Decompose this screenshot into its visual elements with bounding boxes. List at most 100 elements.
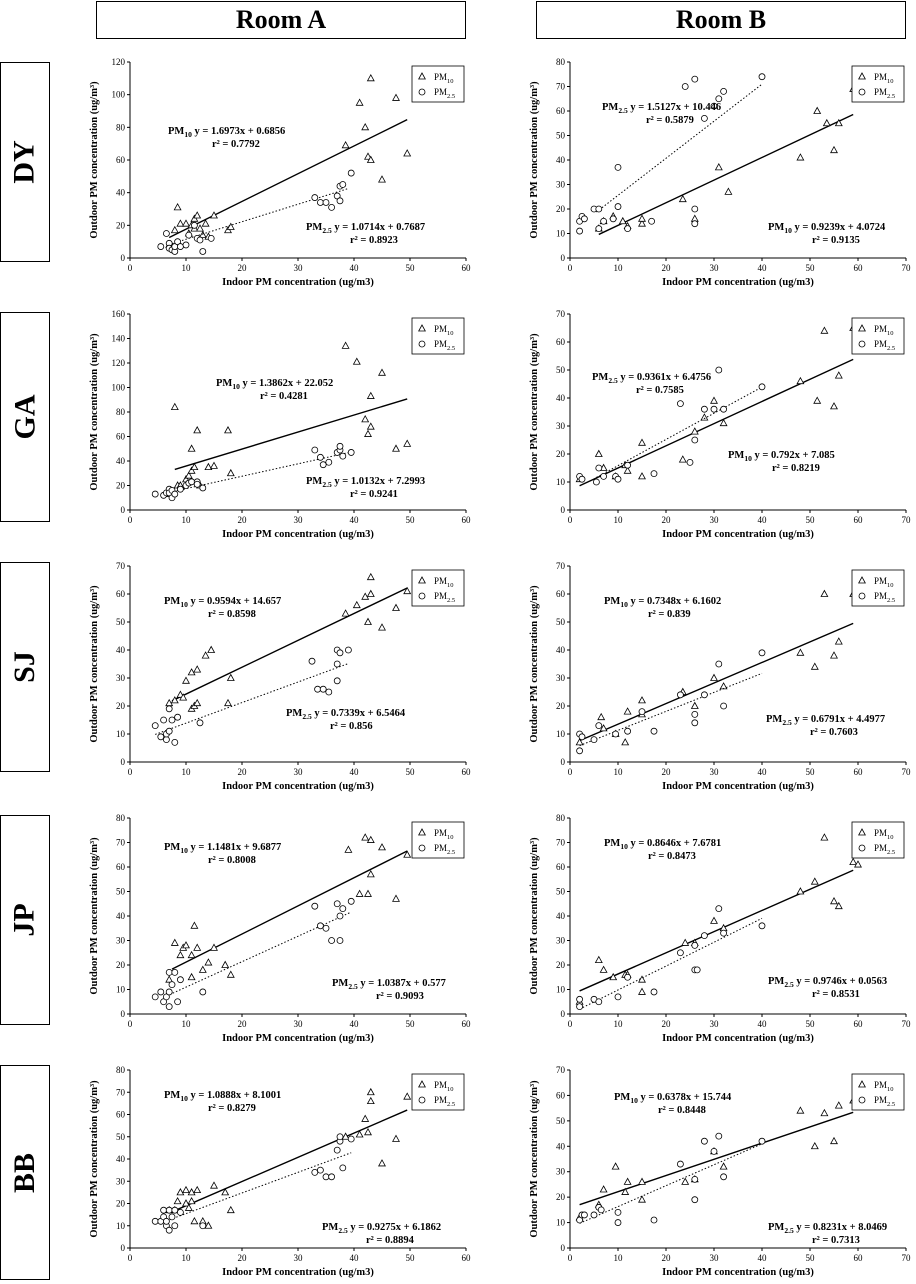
pm10-point: [352, 600, 361, 609]
pm25-r2: r² = 0.9093: [376, 991, 424, 1002]
pm25-point: [600, 472, 607, 480]
pm25-point: [165, 968, 173, 976]
pm10-point: [221, 960, 230, 968]
x-tick-label: 0: [128, 515, 133, 525]
site-label-text: DY: [8, 140, 41, 184]
legend-pm25-marker: [418, 88, 426, 96]
y-tick-label: 30: [556, 673, 566, 683]
x-tick-label: 30: [294, 515, 304, 525]
pm10-trendline: [174, 398, 408, 471]
pm10-point: [182, 1199, 190, 1207]
pm10-point: [830, 402, 838, 410]
pm10-point: [830, 145, 838, 154]
pm10-point: [176, 1188, 185, 1196]
pm10-point: [224, 426, 232, 434]
y-axis-label: Outdoor PM concentration (ug/m³): [89, 585, 100, 743]
x-axis-label: Indoor PM concentration (ug/m3): [662, 277, 814, 288]
y-tick-label: 20: [556, 960, 566, 970]
x-tick-label: 50: [806, 1019, 816, 1029]
pm10-point: [834, 371, 843, 379]
y-tick-label: 10: [556, 729, 566, 739]
pm25-point: [758, 383, 766, 391]
pm10-point: [176, 219, 185, 227]
pm25-point: [319, 685, 327, 693]
pm25-point: [691, 220, 699, 228]
y-tick-label: 80: [556, 57, 566, 67]
pm10-point: [609, 972, 618, 981]
pm10-point: [193, 943, 202, 951]
pm10-point: [623, 466, 632, 474]
pm25-point: [171, 490, 179, 498]
x-tick-label: 0: [128, 767, 133, 777]
x-axis-label: Indoor PM concentration (ug/m3): [662, 1033, 814, 1044]
y-tick-label: 30: [556, 1167, 566, 1177]
pm25-point: [171, 968, 179, 976]
x-axis-label: Indoor PM concentration (ug/m3): [662, 1267, 814, 1278]
y-tick-label: 50: [556, 131, 566, 141]
x-axis-label: Indoor PM concentration (ug/m3): [662, 529, 814, 540]
y-tick-label: 10: [116, 1221, 126, 1231]
y-axis-label: Outdoor PM concentration (ug/m³): [89, 333, 100, 491]
x-tick-label: 60: [462, 767, 472, 777]
pm25-point: [193, 480, 201, 488]
pm10-point: [341, 1132, 350, 1140]
pm25-point: [311, 1168, 319, 1176]
pm25-point: [316, 453, 324, 461]
pm25-point: [174, 713, 181, 721]
x-tick-label: 10: [614, 767, 624, 777]
pm10-point: [638, 472, 646, 480]
x-tick-label: 70: [902, 1019, 912, 1029]
x-tick-label: 50: [806, 1253, 816, 1263]
pm25-point: [163, 230, 170, 237]
pm25-point: [347, 1135, 355, 1143]
pm10-point: [187, 668, 196, 676]
x-tick-label: 20: [662, 767, 672, 777]
pm25-point: [339, 452, 347, 460]
pm10-point: [210, 211, 218, 219]
pm10-point: [719, 418, 728, 427]
legend-pm10-label: PM10: [434, 828, 453, 841]
y-tick-label: 10: [556, 985, 566, 995]
y-tick-label: 40: [556, 393, 566, 403]
y-tick-label: 40: [556, 1141, 566, 1151]
pm10-point: [226, 1205, 235, 1214]
pm10-point: [710, 396, 718, 404]
pm25-point: [347, 169, 355, 177]
pm10-point: [366, 870, 375, 878]
pm25-point: [720, 1173, 728, 1181]
y-tick-label: 20: [116, 481, 126, 491]
pm25-point: [650, 988, 658, 996]
pm25-r2: r² = 0.7603: [810, 727, 858, 738]
pm10-point: [403, 439, 412, 447]
legend-box: [411, 821, 465, 859]
pm10-point: [184, 1203, 193, 1211]
pm25-point: [715, 660, 723, 668]
pm25-point: [614, 1208, 622, 1216]
pm10-trendline: [579, 1111, 854, 1206]
pm10-point: [170, 225, 179, 234]
legend-pm25-label: PM2.5: [874, 339, 895, 352]
x-tick-label: 60: [854, 1019, 864, 1029]
pm10-point: [813, 396, 822, 404]
pm25-point: [322, 924, 330, 932]
y-tick-label: 60: [556, 1090, 566, 1100]
x-tick-label: 50: [406, 1019, 416, 1029]
pm10-point: [403, 850, 412, 858]
y-tick-label: 160: [112, 309, 126, 319]
pm10-point: [820, 589, 829, 597]
pm25-point: [177, 243, 184, 250]
pm10-equation: PM10 y = 0.9594x + 14.657: [164, 596, 281, 609]
pm25-point: [676, 1160, 684, 1168]
pm25-point: [151, 490, 159, 498]
pm10-r2: r² = 0.9135: [812, 235, 860, 246]
pm25-point: [614, 163, 622, 171]
pm25-point: [614, 203, 622, 210]
legend-box: [411, 569, 465, 607]
pm10-point: [681, 1177, 690, 1185]
x-tick-label: 0: [128, 1253, 133, 1263]
pm25-point: [322, 1173, 330, 1181]
y-axis-label: Outdoor PM concentration (ug/m³): [529, 81, 540, 239]
pm10-point: [700, 413, 709, 421]
pm25-point: [720, 405, 728, 413]
x-tick-label: 50: [806, 767, 816, 777]
